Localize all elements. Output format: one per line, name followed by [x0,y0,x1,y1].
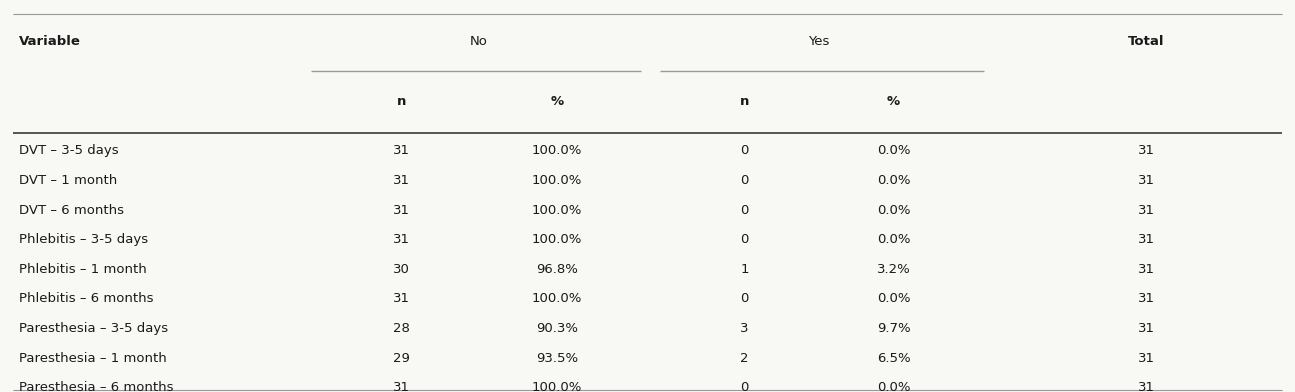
Text: 1: 1 [741,263,749,276]
Text: Phlebitis – 3-5 days: Phlebitis – 3-5 days [19,233,149,246]
Text: 0: 0 [741,233,749,246]
Text: Paresthesia – 6 months: Paresthesia – 6 months [19,381,174,392]
Text: 0.0%: 0.0% [877,174,910,187]
Text: 0: 0 [741,203,749,217]
Text: 31: 31 [392,381,411,392]
Text: 0.0%: 0.0% [877,144,910,158]
Text: %: % [887,95,900,109]
Text: 0: 0 [741,144,749,158]
Text: 0.0%: 0.0% [877,292,910,305]
Text: n: n [739,95,750,109]
Text: 31: 31 [1137,292,1155,305]
Text: 0: 0 [741,381,749,392]
Text: Phlebitis – 6 months: Phlebitis – 6 months [19,292,154,305]
Text: 29: 29 [392,352,411,365]
Text: %: % [550,95,563,109]
Text: 31: 31 [1137,174,1155,187]
Text: 0.0%: 0.0% [877,381,910,392]
Text: 0.0%: 0.0% [877,233,910,246]
Text: 31: 31 [1137,233,1155,246]
Text: 6.5%: 6.5% [877,352,910,365]
Text: 90.3%: 90.3% [536,322,578,335]
Text: Paresthesia – 1 month: Paresthesia – 1 month [19,352,167,365]
Text: DVT – 1 month: DVT – 1 month [19,174,118,187]
Text: 0: 0 [741,174,749,187]
Text: 100.0%: 100.0% [532,381,581,392]
Text: 31: 31 [1137,322,1155,335]
Text: 2: 2 [741,352,749,365]
Text: 3: 3 [741,322,749,335]
Text: 93.5%: 93.5% [536,352,578,365]
Text: 31: 31 [392,233,411,246]
Text: 100.0%: 100.0% [532,203,581,217]
Text: 0: 0 [741,292,749,305]
Text: 31: 31 [392,174,411,187]
Text: 31: 31 [1137,203,1155,217]
Text: 100.0%: 100.0% [532,292,581,305]
Text: 96.8%: 96.8% [536,263,578,276]
Text: 100.0%: 100.0% [532,233,581,246]
Text: No: No [470,34,488,48]
Text: 100.0%: 100.0% [532,144,581,158]
Text: Phlebitis – 1 month: Phlebitis – 1 month [19,263,148,276]
Text: 100.0%: 100.0% [532,174,581,187]
Text: Paresthesia – 3-5 days: Paresthesia – 3-5 days [19,322,168,335]
Text: 28: 28 [392,322,411,335]
Text: Yes: Yes [808,34,829,48]
Text: 31: 31 [1137,352,1155,365]
Text: 31: 31 [1137,144,1155,158]
Text: 30: 30 [392,263,411,276]
Text: DVT – 3-5 days: DVT – 3-5 days [19,144,119,158]
Text: 31: 31 [1137,381,1155,392]
Text: Variable: Variable [19,34,82,48]
Text: 9.7%: 9.7% [877,322,910,335]
Text: 0.0%: 0.0% [877,203,910,217]
Text: DVT – 6 months: DVT – 6 months [19,203,124,217]
Text: 31: 31 [392,292,411,305]
Text: 3.2%: 3.2% [877,263,910,276]
Text: 31: 31 [1137,263,1155,276]
Text: n: n [396,95,407,109]
Text: 31: 31 [392,144,411,158]
Text: Total: Total [1128,34,1164,48]
Text: 31: 31 [392,203,411,217]
